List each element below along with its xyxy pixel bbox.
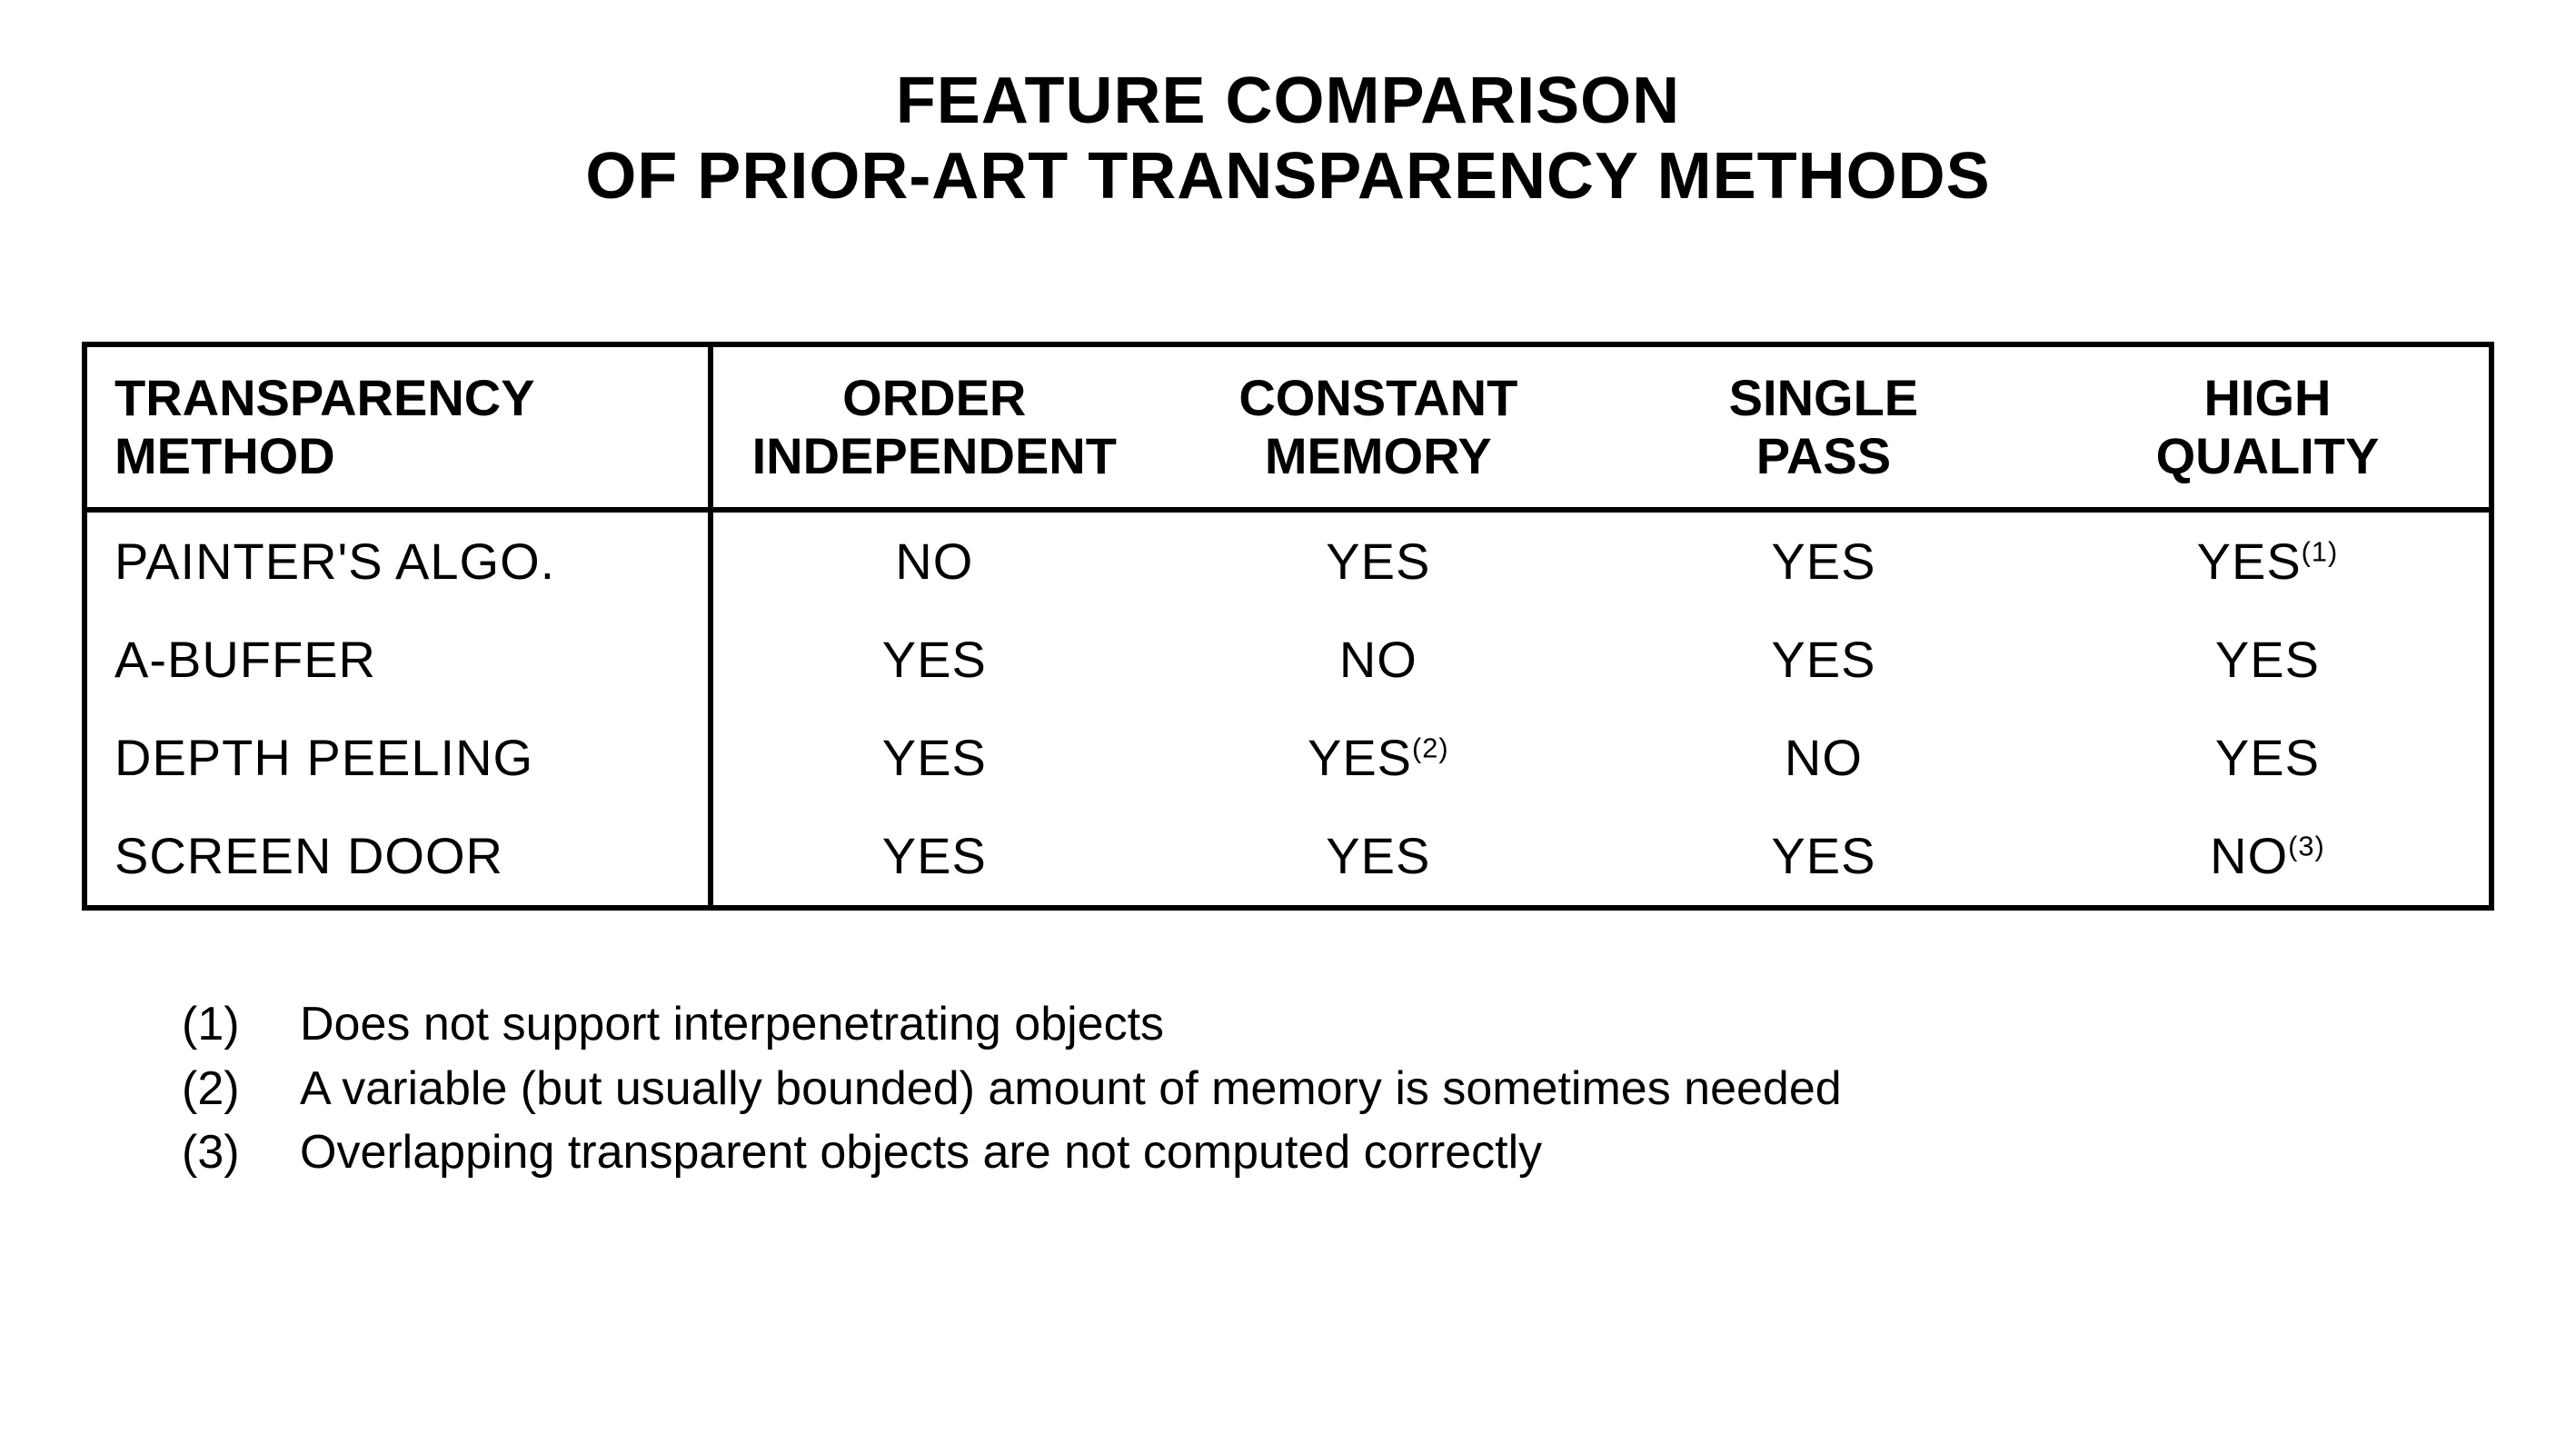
footnote-text: Overlapping transparent objects are not … <box>300 1120 1542 1184</box>
value-cell: YES(2) <box>1156 709 1601 807</box>
table-row: PAINTER'S ALGO.NOYESYESYES(1) <box>85 510 2491 611</box>
value-cell: YES <box>1156 510 1601 611</box>
method-cell: A-BUFFER <box>85 611 711 709</box>
value-cell: NO <box>711 510 1156 611</box>
value-cell: YES <box>2046 709 2491 807</box>
cell-value: YES <box>2215 729 2320 786</box>
cell-value: NO <box>2210 827 2288 884</box>
cell-footnote-ref: (3) <box>2288 831 2325 862</box>
table-row: DEPTH PEELINGYESYES(2)NOYES <box>85 709 2491 807</box>
cell-value: YES <box>2215 631 2320 688</box>
column-header-text: HIGH <box>2064 369 2471 427</box>
cell-footnote-ref: (2) <box>1412 732 1449 764</box>
column-header-method: TRANSPARENCY METHOD <box>85 344 711 511</box>
cell-value: YES <box>1771 533 1875 590</box>
footnote: (3)Overlapping transparent objects are n… <box>182 1120 2494 1184</box>
comparison-table: TRANSPARENCY METHOD ORDER INDEPENDENT CO… <box>82 342 2494 911</box>
column-header-constant-memory: CONSTANT MEMORY <box>1156 344 1601 511</box>
cell-value: YES <box>882 729 987 786</box>
cell-value: YES <box>2197 533 2302 590</box>
cell-value: NO <box>1339 631 1417 688</box>
cell-footnote-ref: (1) <box>2302 536 2339 568</box>
cell-value: NO <box>895 533 973 590</box>
value-cell: NO <box>1156 611 1601 709</box>
footnote-text: A variable (but usually bounded) amount … <box>300 1057 1842 1120</box>
table-row: A-BUFFER YES NO YES YES <box>85 611 2491 709</box>
method-cell: PAINTER'S ALGO. <box>85 510 711 611</box>
cell-value: YES <box>1308 729 1412 786</box>
value-cell: YES(1) <box>2046 510 2491 611</box>
footnote-number: (3) <box>182 1120 300 1184</box>
table-row: SCREEN DOOR YES YES YES NO(3) <box>85 807 2491 908</box>
value-cell: YES <box>1156 807 1601 908</box>
value-cell: YES <box>2046 611 2491 709</box>
footnote-number: (2) <box>182 1057 300 1120</box>
column-header-text: SINGLE <box>1619 369 2028 427</box>
value-cell: YES <box>1601 611 2046 709</box>
column-header-order-independent: ORDER INDEPENDENT <box>711 344 1156 511</box>
column-header-high-quality: HIGH QUALITY <box>2046 344 2491 511</box>
method-cell: SCREEN DOOR <box>85 807 711 908</box>
footnote-number: (1) <box>182 992 300 1056</box>
footnotes: (1)Does not support interpenetrating obj… <box>182 992 2494 1184</box>
footnote-text: Does not support interpenetrating object… <box>300 992 1164 1056</box>
column-header-single-pass: SINGLE PASS <box>1601 344 2046 511</box>
page-title-line-1: FEATURE COMPARISON <box>82 64 2494 139</box>
column-header-text: ORDER <box>731 369 1138 427</box>
cell-value: YES <box>1771 631 1875 688</box>
value-cell: YES <box>1601 510 2046 611</box>
column-header-text: TRANSPARENCY <box>114 369 690 427</box>
table-header: TRANSPARENCY METHOD ORDER INDEPENDENT CO… <box>85 344 2491 511</box>
column-header-text: CONSTANT <box>1174 369 1583 427</box>
column-header-text: PASS <box>1619 427 2028 485</box>
page-title: FEATURE COMPARISON OF PRIOR-ART TRANSPAR… <box>82 64 2494 214</box>
cell-value: YES <box>882 827 987 884</box>
footnote: (1)Does not support interpenetrating obj… <box>182 992 2494 1056</box>
cell-value: YES <box>882 631 987 688</box>
cell-value: YES <box>1326 533 1430 590</box>
column-header-text: QUALITY <box>2064 427 2471 485</box>
value-cell: YES <box>1601 807 2046 908</box>
cell-value: YES <box>1326 827 1430 884</box>
cell-value: NO <box>1785 729 1863 786</box>
page: FEATURE COMPARISON OF PRIOR-ART TRANSPAR… <box>0 0 2576 1434</box>
table-body: PAINTER'S ALGO.NOYESYESYES(1)A-BUFFERYES… <box>85 510 2491 908</box>
footnote: (2)A variable (but usually bounded) amou… <box>182 1057 2494 1120</box>
value-cell: YES <box>711 807 1156 908</box>
value-cell: YES <box>711 709 1156 807</box>
value-cell: NO(3) <box>2046 807 2491 908</box>
column-header-text: METHOD <box>114 427 690 485</box>
column-header-text: INDEPENDENT <box>731 427 1138 485</box>
column-header-text: MEMORY <box>1174 427 1583 485</box>
cell-value: YES <box>1771 827 1875 884</box>
table-header-row: TRANSPARENCY METHOD ORDER INDEPENDENT CO… <box>85 344 2491 511</box>
value-cell: NO <box>1601 709 2046 807</box>
method-cell: DEPTH PEELING <box>85 709 711 807</box>
value-cell: YES <box>711 611 1156 709</box>
page-title-line-2: OF PRIOR-ART TRANSPARENCY METHODS <box>82 139 2494 214</box>
